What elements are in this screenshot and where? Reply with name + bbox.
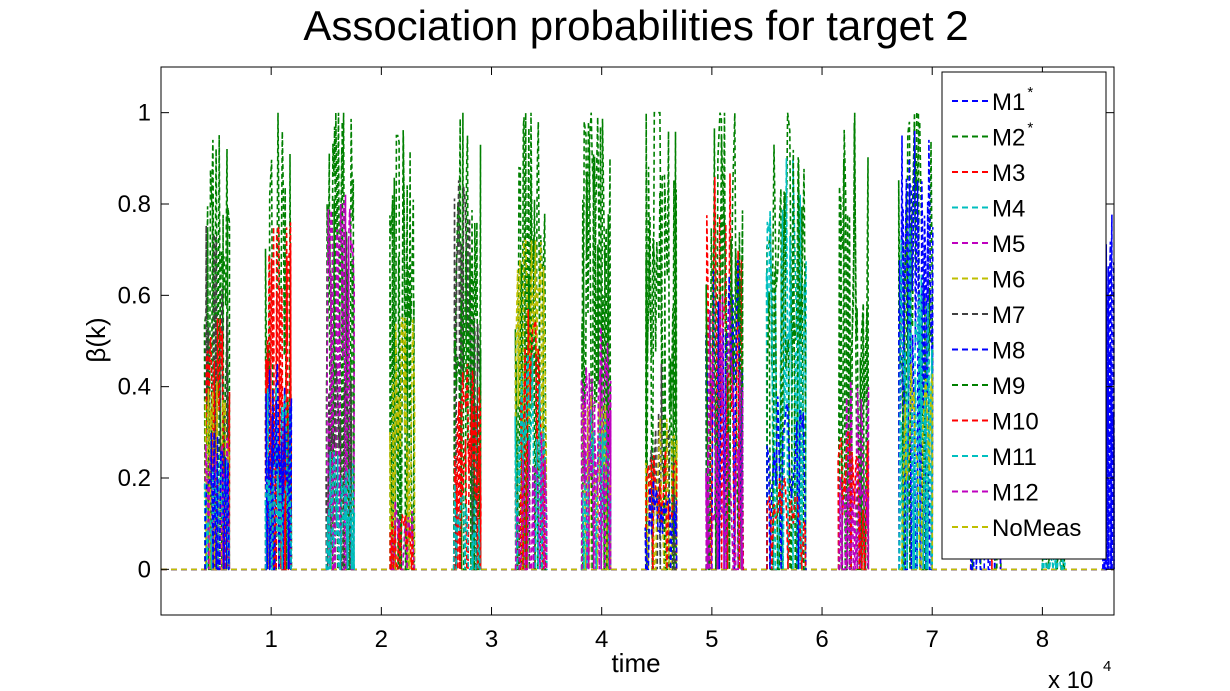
series-trace-m4 xyxy=(452,483,481,571)
series-trace-m10 xyxy=(766,477,807,570)
series-trace-m11 xyxy=(765,159,807,571)
series-trace-m3 xyxy=(837,431,870,571)
series-trace-m12 xyxy=(838,482,870,571)
series-trace-m5 xyxy=(580,370,612,571)
y-axis-label: β(k) xyxy=(81,317,111,362)
legend-label-m12: M12 xyxy=(992,480,1039,507)
series-trace-m9 xyxy=(514,117,547,571)
y-axis: 0 0.2 0.4 0.6 0.8 1 xyxy=(118,100,1114,583)
series-trace-m3 xyxy=(514,308,547,571)
burst-group xyxy=(705,112,745,571)
series-trace-m5 xyxy=(705,295,744,571)
series-trace-m12 xyxy=(514,433,548,571)
x-tick-label: 1 xyxy=(264,626,277,653)
burst-group xyxy=(389,130,416,571)
series-trace-m3 xyxy=(705,173,745,571)
y-tick-label: 0 xyxy=(138,556,151,583)
series-trace-m3 xyxy=(389,514,415,571)
burst-group xyxy=(644,111,678,571)
legend-label-m11: M11 xyxy=(992,444,1037,471)
burst-group xyxy=(203,135,231,571)
burst-group xyxy=(580,112,612,571)
series-trace-m9 xyxy=(581,117,612,570)
legend-box xyxy=(941,71,1107,560)
series-trace-m6 xyxy=(204,381,231,571)
burst-group xyxy=(452,112,482,571)
series-trace-m4 xyxy=(766,158,807,571)
series-trace-m8 xyxy=(264,389,292,571)
series-trace-m10 xyxy=(264,226,292,571)
legend-label-m10: M10 xyxy=(992,409,1039,436)
x-tick-label: 7 xyxy=(926,626,939,653)
series-trace-m1 xyxy=(265,363,293,571)
series-trace-m9 xyxy=(705,135,744,571)
y-tick-label: 0.8 xyxy=(118,191,151,218)
x-axis: 1 2 3 4 5 6 7 8 xyxy=(264,67,1049,653)
burst-group xyxy=(765,112,807,571)
series-trace-m11 xyxy=(898,294,933,571)
series-trace-m1 xyxy=(766,396,807,571)
legend-label-m7: M7 xyxy=(992,302,1025,329)
y-tick-label: 0.4 xyxy=(118,374,151,401)
y-tick-label: 0.2 xyxy=(118,465,151,492)
legend-star-m1: * xyxy=(1027,84,1033,101)
plot-frame xyxy=(160,66,1115,616)
series-trace-m12 xyxy=(325,203,356,571)
legend-label-m1: M1 xyxy=(992,89,1025,116)
y-tick-label: 0.6 xyxy=(118,282,151,309)
series-trace-m8 xyxy=(705,260,744,571)
series-trace-m6 xyxy=(389,317,416,571)
series-trace-m5 xyxy=(389,501,415,571)
x-tick-label: 8 xyxy=(1036,626,1049,653)
x-tick-label: 2 xyxy=(375,626,388,653)
legend-label-m2: M2 xyxy=(992,125,1025,152)
legend-label-m3: M3 xyxy=(992,160,1025,187)
x-axis-label: time xyxy=(611,648,660,678)
x-tick-label: 6 xyxy=(815,626,828,653)
series-trace-m8 xyxy=(898,158,934,571)
legend-label-m6: M6 xyxy=(992,267,1025,294)
series-layer xyxy=(161,111,1115,571)
y-tick-label: 1 xyxy=(138,100,151,127)
x-tick-label: 3 xyxy=(485,626,498,653)
burst-group xyxy=(264,112,293,571)
x-axis-multiplier-label: x 10 xyxy=(1048,667,1093,691)
burst-group xyxy=(837,112,870,571)
x-axis-multiplier: x 10 4 xyxy=(1048,658,1111,691)
series-trace-m3 xyxy=(453,400,482,571)
x-tick-label: 4 xyxy=(595,626,608,653)
legend-star-m2: * xyxy=(1027,120,1033,137)
legend-label-nomeas: NoMeas xyxy=(992,515,1081,542)
x-tick-label: 5 xyxy=(705,626,718,653)
series-trace-m8 xyxy=(644,480,678,571)
legend-label-m4: M4 xyxy=(992,196,1025,223)
burst-group xyxy=(514,112,548,571)
series-trace-m4 xyxy=(1041,552,1066,571)
legend-label-m5: M5 xyxy=(992,231,1025,258)
burst-group xyxy=(897,111,934,571)
series-trace-m11 xyxy=(326,508,356,571)
series-trace-m7 xyxy=(204,225,230,571)
series-trace-m6 xyxy=(899,363,934,571)
series-trace-m6 xyxy=(581,395,612,571)
series-trace-m4 xyxy=(325,451,356,571)
legend-label-m8: M8 xyxy=(992,338,1025,365)
series-trace-m7 xyxy=(453,180,482,571)
legend-label-m9: M9 xyxy=(992,373,1025,400)
series-trace-m1 xyxy=(204,432,230,571)
x-axis-multiplier-exponent: 4 xyxy=(1103,658,1111,675)
chart-title: Association probabilities for target 2 xyxy=(303,2,968,49)
burst-group xyxy=(325,112,356,571)
